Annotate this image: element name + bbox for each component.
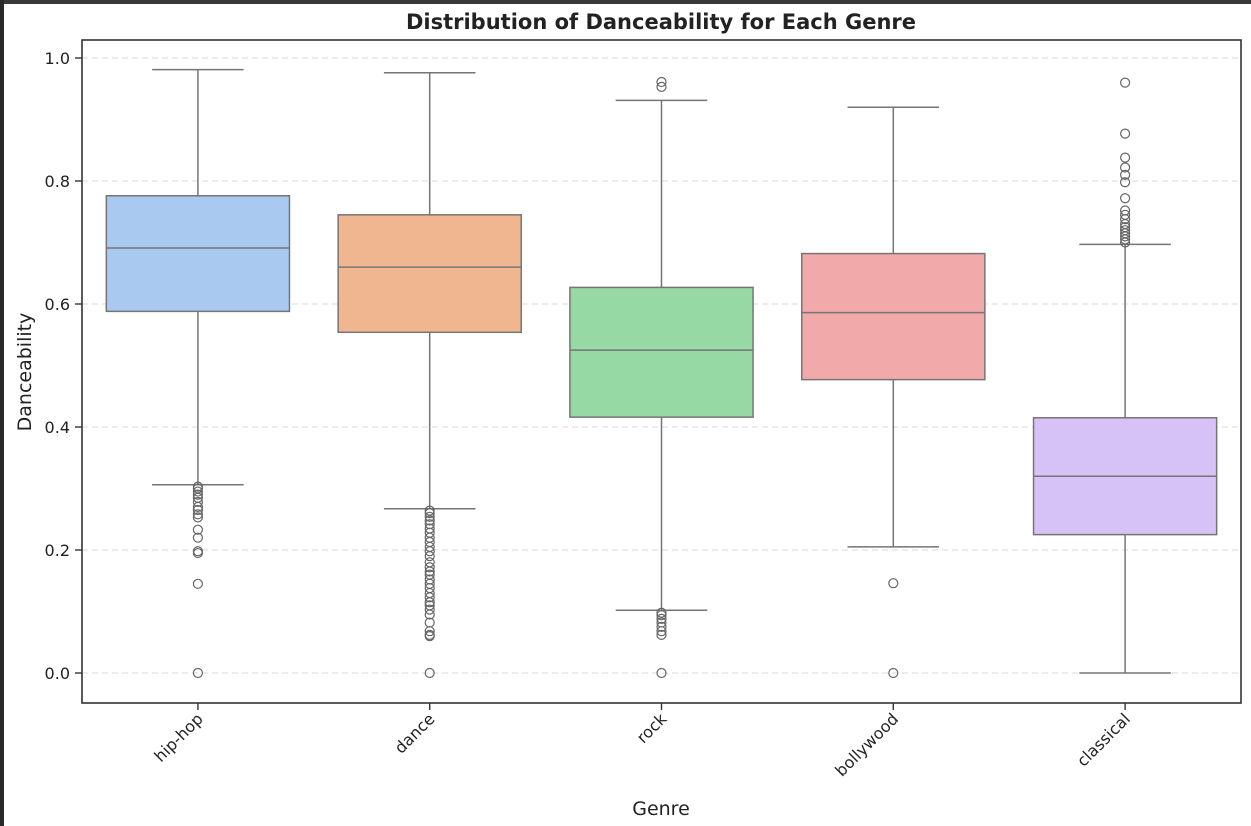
outlier-point (424, 562, 435, 573)
y-tick-label: 0.2 (45, 541, 70, 560)
box (569, 286, 754, 418)
y-tick-label: 0.4 (45, 418, 70, 437)
outlier-point (424, 629, 435, 640)
x-tick-label: bollywood (831, 709, 902, 780)
outlier-point (1119, 162, 1131, 173)
box (800, 252, 986, 381)
outlier-point (424, 617, 435, 628)
chart-title: Distribution of Danceability for Each Ge… (406, 10, 916, 34)
outlier-point (656, 76, 667, 88)
outlier-point (192, 524, 203, 535)
box-group-hip-hop (105, 68, 291, 679)
box-group-classical (1032, 77, 1218, 674)
outlier-point (424, 569, 435, 580)
outlier-point (192, 504, 203, 516)
outlier-point (1119, 128, 1131, 139)
outlier-point (424, 557, 435, 568)
y-tick-label: 0.0 (45, 664, 70, 683)
outlier-point (888, 578, 899, 589)
y-tick-label: 0.8 (45, 172, 70, 191)
outlier-point (656, 621, 667, 632)
outlier-point (424, 523, 435, 534)
outlier-point (656, 81, 667, 93)
outlier-point (1119, 225, 1131, 236)
outlier-point (656, 610, 667, 621)
box (105, 195, 291, 313)
window-top-border (0, 0, 1251, 4)
outlier-point (192, 509, 203, 520)
x-axis-label: Genre (632, 798, 690, 820)
outlier-point (1119, 209, 1131, 220)
outlier-point (656, 617, 667, 628)
x-tick-label: rock (633, 709, 671, 747)
window-left-border (0, 0, 4, 826)
outlier-point (192, 546, 203, 557)
outlier-point (424, 507, 435, 519)
outlier-point (424, 667, 435, 679)
outlier-point (1119, 193, 1131, 204)
box-group-dance (337, 72, 523, 679)
box-group-bollywood (800, 106, 986, 679)
outlier-point (1119, 222, 1131, 233)
outlier-point (656, 629, 667, 640)
outlier-point (424, 511, 435, 522)
x-tick-label: classical (1073, 709, 1134, 770)
outlier-point (192, 512, 203, 523)
x-tick-label: hip-hop (150, 709, 206, 765)
outlier-point (192, 486, 203, 497)
y-tick-label: 0.6 (45, 295, 70, 314)
x-tick-label: dance (391, 709, 439, 757)
outlier-point (192, 481, 203, 492)
outlier-point (192, 532, 203, 543)
outlier-point (424, 574, 435, 585)
box (337, 214, 523, 334)
outlier-point (424, 519, 435, 530)
outlier-point (656, 613, 667, 624)
box-series (105, 68, 1218, 679)
outlier-point (1119, 177, 1131, 188)
box-group-rock (569, 76, 754, 679)
outlier-point (1119, 169, 1131, 180)
outlier-point (192, 578, 203, 589)
outlier-point (424, 600, 435, 611)
outlier-point (424, 505, 435, 516)
x-axis: hip-hop dance rock bollywood classical (150, 703, 1134, 780)
outlier-point (1119, 77, 1131, 88)
y-axis-label: Danceability (14, 313, 36, 432)
outlier-point (656, 607, 667, 618)
y-axis: 0.0 0.2 0.4 0.6 0.8 1.0 (45, 49, 82, 683)
y-tick-label: 1.0 (45, 49, 70, 68)
outlier-point (192, 496, 203, 508)
outlier-point (1119, 152, 1131, 163)
outlier-point (192, 667, 203, 679)
outlier-point (192, 489, 203, 500)
outlier-point (1119, 205, 1131, 216)
outlier-point (424, 604, 435, 615)
outlier-point (424, 515, 435, 526)
outlier-point (656, 667, 667, 679)
outlier-point (888, 667, 899, 679)
